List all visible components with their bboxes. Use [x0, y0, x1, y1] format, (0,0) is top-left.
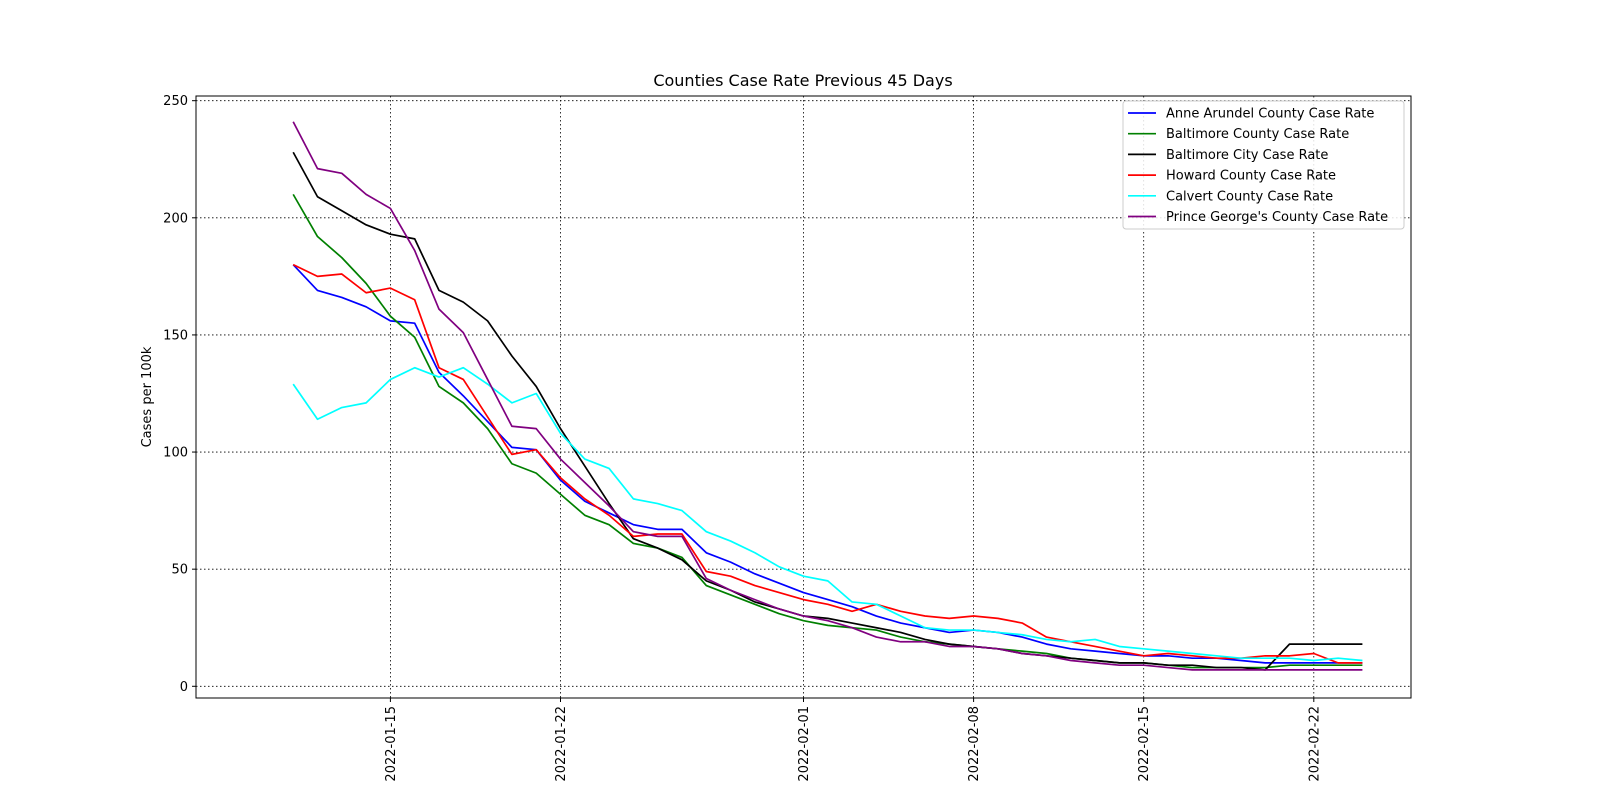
- series-line-3: [292, 263, 1363, 664]
- legend-label-3: Howard County Case Rate: [1166, 169, 1336, 184]
- legend-label-2: Baltimore City Case Rate: [1166, 148, 1328, 163]
- y-tick-label: 100: [163, 446, 188, 461]
- chart-title: Counties Case Rate Previous 45 Days: [653, 71, 952, 90]
- y-tick-label: 200: [163, 211, 188, 226]
- x-tick-label: 2022-02-22: [1307, 706, 1322, 782]
- legend-label-5: Prince George's County Case Rate: [1166, 210, 1388, 225]
- legend-label-1: Baltimore County Case Rate: [1166, 127, 1349, 142]
- y-axis: 0 50 100 150 200 250: [163, 94, 196, 695]
- legend-label-0: Anne Arundel County Case Rate: [1166, 107, 1374, 122]
- series-line-0: [292, 264, 1363, 664]
- x-tick-label: 2022-02-15: [1137, 706, 1152, 782]
- series-line-2: [292, 151, 1363, 671]
- x-tick-label: 2022-02-01: [797, 706, 812, 782]
- series-line-5: [292, 121, 1363, 671]
- x-tick-label: 2022-01-22: [554, 706, 569, 782]
- legend-label-4: Calvert County Case Rate: [1166, 189, 1333, 204]
- x-tick-label: 2022-01-15: [384, 706, 399, 782]
- x-tick-label: 2022-02-08: [967, 706, 982, 782]
- y-tick-label: 50: [171, 563, 188, 578]
- series-line-4: [292, 366, 1363, 662]
- y-tick-label: 0: [180, 680, 188, 695]
- y-axis-label: Cases per 100k: [140, 346, 155, 447]
- series-lines: [292, 121, 1363, 671]
- x-axis: 2022-01-15 2022-01-22 2022-02-01 2022-02-08…: [384, 698, 1322, 782]
- legend: Anne Arundel County Case Rate Baltimore C…: [1122, 100, 1405, 230]
- series-line-1: [292, 193, 1363, 669]
- y-tick-label: 250: [163, 94, 188, 109]
- y-tick-label: 150: [163, 328, 188, 343]
- legend-box: [1122, 100, 1405, 230]
